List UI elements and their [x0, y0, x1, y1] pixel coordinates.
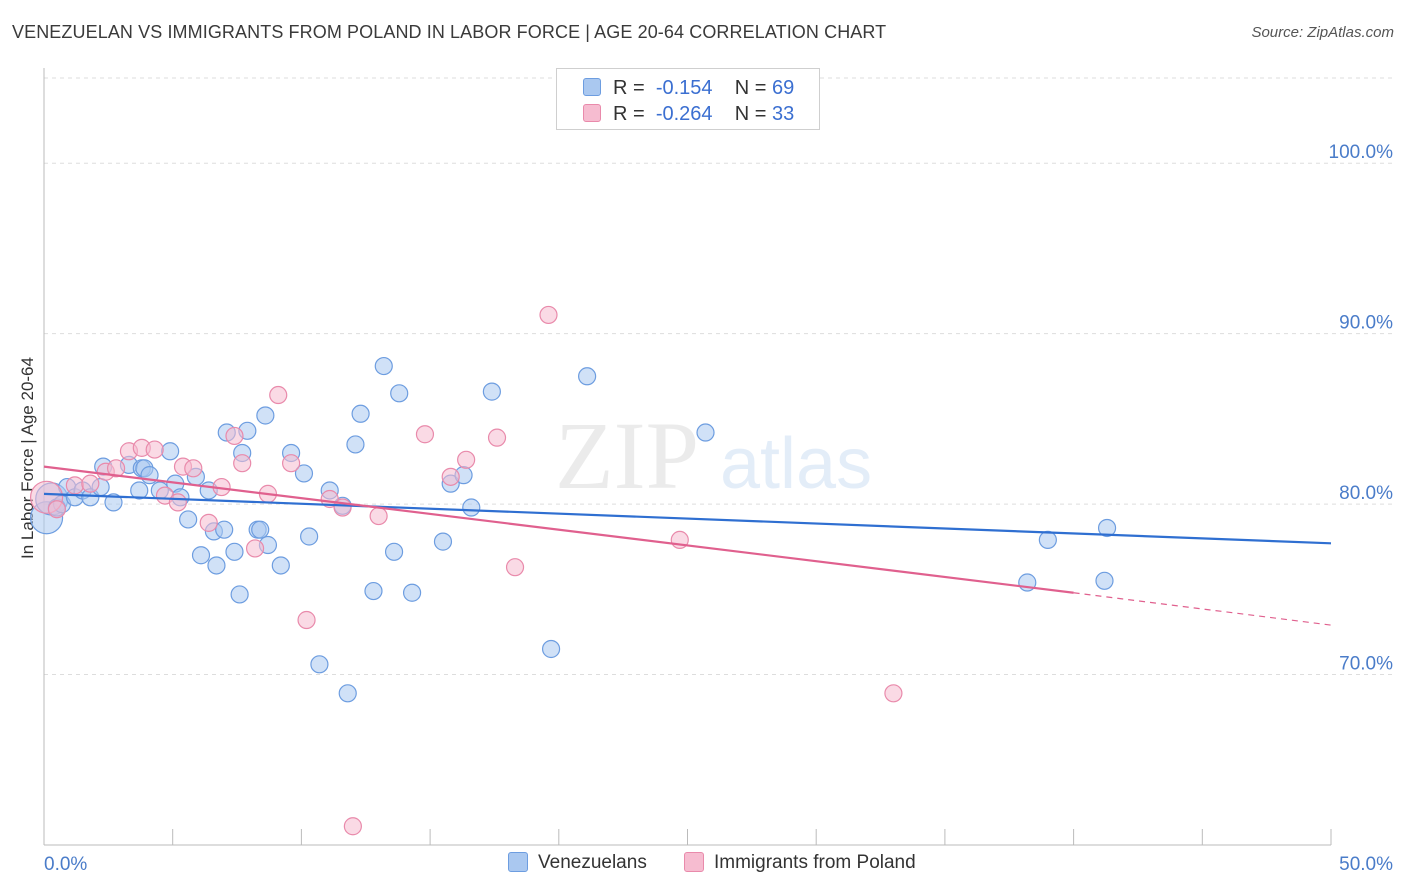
chart-title: VENEZUELAN VS IMMIGRANTS FROM POLAND IN … [12, 22, 887, 42]
y-tick-labels: 70.0% 80.0% 90.0% 100.0% [1329, 142, 1394, 674]
data-point [161, 442, 180, 461]
data-point [884, 684, 903, 703]
data-point [106, 459, 126, 478]
legend-swatch-blue [583, 78, 601, 96]
legend-r-label: R = [613, 102, 645, 125]
y-tick-label: 90.0% [1339, 313, 1393, 334]
y-tick-label: 100.0% [1329, 142, 1394, 163]
legend-n-label: N = [734, 76, 767, 99]
trend-line-immigrants-from-poland [43, 465, 1074, 594]
data-point [282, 454, 301, 473]
bottom-legend-venezuelans: Venezuelans [508, 852, 647, 874]
data-point [251, 520, 270, 539]
data-point [310, 655, 329, 674]
data-point [207, 556, 226, 575]
data-point [415, 425, 435, 444]
data-point [482, 382, 501, 401]
data-point [1095, 571, 1114, 590]
data-point [168, 493, 187, 512]
bottom-legend-swatch-pink [684, 852, 704, 872]
data-point [374, 356, 393, 376]
data-point [390, 384, 409, 403]
data-point [65, 476, 84, 495]
x-tick-label-max: 50.0% [1339, 854, 1393, 875]
legend-r-value: -0.154 [655, 76, 713, 99]
trend-line-venezuelans [43, 492, 1332, 545]
data-point [245, 539, 265, 558]
data-point [230, 585, 249, 604]
data-point [199, 513, 218, 532]
data-point [320, 489, 339, 509]
data-point [505, 558, 525, 577]
x-tick-labels: 0.0% 50.0% [44, 854, 1393, 875]
data-point [541, 639, 561, 659]
data-point [1038, 530, 1057, 550]
data-point [81, 474, 100, 493]
data-point [225, 542, 244, 561]
data-point [130, 481, 149, 500]
data-point [462, 498, 481, 517]
y-tick-label: 80.0% [1339, 483, 1393, 504]
source-label: Source: ZipAtlas.com [1251, 24, 1394, 41]
data-point [256, 406, 275, 425]
gridlines [44, 77, 1393, 676]
data-point [269, 385, 288, 405]
data-point [539, 305, 558, 325]
data-point [215, 520, 234, 539]
data-point [300, 527, 319, 546]
data-point [338, 684, 357, 703]
data-point [343, 817, 362, 836]
x-tick-label-min: 0.0% [44, 854, 87, 875]
legend-n-label: N = [734, 102, 767, 125]
trend-line-immigrants-from-poland-extension [1073, 592, 1332, 626]
watermark-zip: ZIP [555, 402, 699, 509]
axes [43, 68, 1332, 846]
data-point [294, 464, 314, 483]
data-point [369, 506, 388, 526]
data-point [402, 583, 422, 602]
data-point [179, 510, 198, 529]
data-point [297, 610, 316, 630]
data-point [233, 454, 252, 473]
y-tick-label: 70.0% [1339, 654, 1393, 675]
data-point [487, 428, 507, 447]
data-point [457, 450, 476, 469]
bottom-legend-swatch-blue [508, 852, 528, 872]
legend-r-label: R = [613, 76, 645, 99]
data-point [364, 581, 383, 601]
data-point [578, 367, 597, 386]
data-point [47, 500, 66, 519]
watermark: ZIP atlas [555, 402, 872, 509]
trend-lines [43, 465, 1332, 626]
data-point [225, 426, 244, 446]
legend-r-value: -0.264 [655, 102, 713, 125]
legend-n-value: 69 [772, 76, 795, 99]
data-point [1097, 518, 1117, 538]
bottom-legend-label: Venezuelans [538, 852, 647, 873]
bottom-legend-label: Immigrants from Poland [714, 852, 916, 873]
series-immigrants-from-poland [29, 305, 903, 836]
data-point [191, 546, 211, 565]
data-point [271, 556, 290, 575]
data-point [441, 467, 460, 486]
data-point [384, 542, 404, 561]
bottom-legend-immigrants-from-poland: Immigrants from Poland [684, 852, 916, 874]
legend-n-value: 33 [772, 102, 795, 125]
data-point [433, 532, 453, 551]
data-point [346, 435, 365, 454]
watermark-atlas: atlas [720, 424, 872, 504]
data-point [696, 423, 715, 442]
data-point [351, 404, 370, 423]
correlation-legend: R = -0.154 N = 69 R = -0.264 N = 33 [556, 68, 820, 130]
data-point [184, 459, 203, 478]
data-point [104, 493, 123, 512]
data-point [145, 440, 164, 459]
legend-swatch-pink [583, 104, 601, 122]
